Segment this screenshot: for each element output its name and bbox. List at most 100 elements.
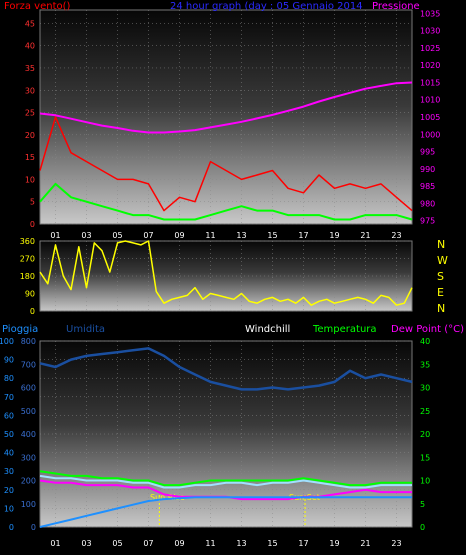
- x-tick-label: 01: [50, 231, 60, 240]
- pressure-tick: 990: [420, 165, 435, 174]
- rain-line: [39, 496, 412, 528]
- x-tick-label: 19: [329, 231, 339, 240]
- compass-label: S: [437, 270, 444, 283]
- direction-tick: 180: [20, 272, 35, 281]
- x-tick-label: 09: [174, 231, 184, 240]
- direction-tick: 0: [30, 307, 35, 316]
- temperature-label: Temperatura: [312, 324, 377, 335]
- wind-speed-tick: 15: [25, 153, 35, 162]
- pressure-tick: 980: [420, 199, 435, 208]
- wind-speed-axis: 0 5 10 15 20 25 30 35 40 45: [25, 19, 35, 229]
- pressure-tick: 985: [420, 182, 435, 191]
- wind-speed-tick: 35: [25, 64, 35, 73]
- x-tick-label: 23: [391, 539, 401, 548]
- temperature-tick: 20: [420, 430, 430, 439]
- rain-label: Pioggia: [2, 324, 38, 335]
- wind-speed-label: Forza vento(): [4, 1, 71, 12]
- humidity-tick: 700: [21, 360, 36, 369]
- pressure-tick: 995: [420, 148, 435, 157]
- x-tick-label: 17: [298, 539, 308, 548]
- humidity-tick: 0: [31, 523, 36, 532]
- wind-speed-tick: 40: [25, 42, 35, 51]
- rain-tick: 100: [0, 337, 14, 346]
- humidity-tick: 100: [21, 500, 36, 509]
- humidity-tick: 200: [21, 477, 36, 486]
- rain-axis: 0 10 20 30 40 50 60 70 80 90 100: [0, 337, 14, 532]
- wind-speed-tick: 25: [25, 109, 35, 118]
- direction-tick: 90: [25, 290, 35, 299]
- temperature-line: [39, 470, 412, 487]
- x-tick-label: 15: [267, 231, 277, 240]
- temperature-tick: 10: [420, 477, 430, 486]
- dewpoint-label: Dew Point (°C): [391, 324, 464, 335]
- humidity-tick: 300: [21, 453, 36, 462]
- pressure-tick: 975: [420, 217, 435, 226]
- pressure-tick: 1030: [420, 27, 440, 36]
- x-tick-label: 11: [205, 231, 215, 240]
- humidity-line: [39, 347, 413, 391]
- x-tick-label: 21: [360, 539, 370, 548]
- rain-tick: 60: [4, 411, 14, 420]
- temperature-tick: 30: [420, 384, 430, 393]
- temperature-tick: 35: [420, 360, 430, 369]
- rain-tick: 0: [9, 523, 14, 532]
- wind-speed-tick: 45: [25, 19, 35, 28]
- x-tick-label: 23: [391, 231, 401, 240]
- humidity-tick: 600: [21, 384, 36, 393]
- x-tick-label: 13: [236, 231, 246, 240]
- x-tick-label: 05: [112, 539, 122, 548]
- compass-label: N: [437, 302, 445, 315]
- humidity-tick: 500: [21, 407, 36, 416]
- humidity-tick: 800: [21, 337, 36, 346]
- pressure-label: Pressione: [372, 1, 420, 12]
- windchill-label: Windchill: [245, 324, 290, 335]
- temperature-tick: 0: [420, 523, 425, 532]
- x-tick-label: 13: [236, 539, 246, 548]
- x-tick-label: 17: [298, 231, 308, 240]
- temperature-tick: 40: [420, 337, 430, 346]
- gust-line: [39, 116, 413, 212]
- rain-tick: 90: [4, 356, 14, 365]
- wind-series: [39, 81, 413, 221]
- direction-axis: 0 90 180 270 360: [20, 237, 35, 316]
- pressure-tick: 1010: [420, 96, 440, 105]
- temperature-tick: 5: [420, 500, 425, 509]
- x-tick-label: 01: [50, 539, 60, 548]
- rain-tick: 30: [4, 467, 14, 476]
- pressure-tick: 1020: [420, 61, 440, 70]
- wind-speed-tick: 30: [25, 86, 35, 95]
- rain-tick: 80: [4, 374, 14, 383]
- windchill-line: [39, 474, 412, 489]
- humidity-axis: 0 100 200 300 400 500 600 700 800: [21, 337, 36, 532]
- compass-label: W: [437, 254, 448, 267]
- pressure-tick: 1035: [420, 9, 440, 18]
- pressure-axis: 975 980 985 990 995 1000 1005 1010 1015 1020 1025 1…: [420, 9, 440, 225]
- x-tick-label: 09: [174, 539, 184, 548]
- pressure-tick: 1005: [420, 113, 440, 122]
- rain-tick: 20: [4, 486, 14, 495]
- compass-label: E: [437, 286, 444, 299]
- x-tick-label: 07: [143, 231, 153, 240]
- x-tick-label: 19: [329, 539, 339, 548]
- x-tick-label: 05: [112, 231, 122, 240]
- wind-speed-tick: 10: [25, 175, 35, 184]
- wind-speed-tick: 5: [30, 198, 35, 207]
- direction-series: [39, 240, 413, 306]
- temperature-axis: 0 5 10 15 20 25 30 35 40: [420, 337, 430, 532]
- climate-grid: [40, 340, 412, 528]
- x-tick-label: 03: [81, 539, 91, 548]
- climate-x-axis: 01 03 05 07 09 11 13 15 17 19 21 23: [50, 539, 401, 548]
- humidity-tick: 400: [21, 430, 36, 439]
- temperature-tick: 15: [420, 453, 430, 462]
- rain-tick: 50: [4, 430, 14, 439]
- rain-tick: 10: [4, 504, 14, 513]
- climate-series: [39, 347, 413, 528]
- wind-panel-frame: [39, 9, 413, 225]
- temperature-tick: 25: [420, 407, 430, 416]
- direction-line: [39, 240, 413, 306]
- chart-title: 24 hour graph (day : 05 Gennaio 2014: [170, 1, 363, 12]
- x-tick-label: 03: [81, 231, 91, 240]
- rain-tick: 70: [4, 393, 14, 402]
- avg-line: [39, 182, 413, 221]
